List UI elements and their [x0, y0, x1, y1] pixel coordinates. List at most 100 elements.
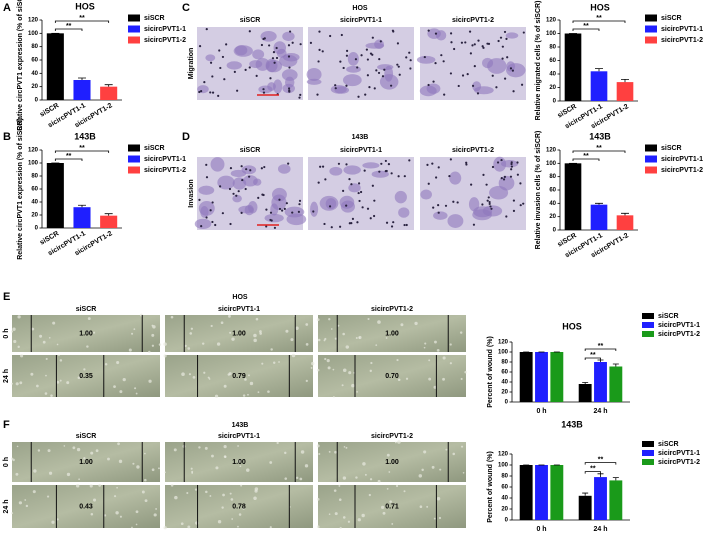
cell	[131, 526, 133, 529]
pore	[520, 83, 524, 86]
cell	[226, 61, 242, 70]
cell	[253, 496, 257, 501]
cell	[230, 169, 247, 178]
pore	[205, 28, 208, 31]
cell	[356, 390, 358, 393]
significance-label: **	[66, 153, 72, 160]
pore	[503, 77, 507, 80]
pore	[505, 37, 508, 41]
pore	[510, 161, 513, 164]
pore	[423, 55, 426, 59]
pore	[211, 220, 214, 224]
y-tick-label: 120	[28, 18, 39, 24]
row-label: 0 h	[3, 328, 10, 338]
pore	[198, 45, 202, 48]
cell	[339, 195, 355, 209]
bar	[578, 384, 592, 402]
cell	[435, 30, 447, 41]
cell	[151, 344, 155, 347]
legend-label: sicircPVT1-1	[658, 322, 700, 329]
pore	[397, 175, 400, 178]
cell	[442, 377, 445, 381]
cell	[163, 526, 167, 530]
error-bar	[597, 473, 604, 478]
pore	[328, 205, 332, 208]
column-label: siSCR	[76, 433, 97, 440]
cell	[75, 484, 80, 488]
pore	[229, 222, 232, 226]
pore	[477, 39, 480, 42]
row-label: 24 h	[3, 369, 10, 383]
cell	[347, 52, 359, 66]
pore	[437, 211, 440, 214]
pore	[391, 29, 395, 32]
wound-image	[165, 355, 313, 397]
wound-ratio: 1.00	[385, 330, 399, 337]
bar	[550, 352, 564, 402]
significance-label: **	[66, 23, 72, 30]
cell	[460, 445, 464, 448]
cell	[66, 472, 71, 477]
pore	[209, 209, 212, 212]
bar	[535, 352, 548, 402]
y-tick-label: 80	[31, 174, 38, 180]
pore	[203, 80, 206, 84]
pore	[396, 63, 399, 66]
cell	[333, 489, 337, 492]
y-tick-label: 60	[549, 58, 556, 64]
cell	[239, 465, 242, 468]
y-tick-label: 60	[31, 58, 38, 64]
cell	[343, 165, 361, 175]
cell	[237, 459, 241, 463]
y-tick-label: 40	[31, 71, 38, 77]
cell	[259, 330, 262, 333]
pore	[248, 175, 251, 178]
cell	[330, 328, 333, 330]
pore	[217, 94, 220, 97]
error-bar	[78, 77, 86, 80]
bar	[616, 82, 634, 101]
cell	[48, 471, 53, 475]
cell	[357, 518, 361, 522]
y-tick-label: 120	[498, 340, 509, 346]
cell	[362, 462, 366, 466]
pore	[396, 42, 400, 45]
cell	[374, 39, 384, 50]
cell	[358, 335, 362, 340]
pore	[501, 57, 504, 60]
cell	[37, 449, 41, 452]
y-tick-label: 40	[31, 200, 38, 206]
pore	[198, 198, 201, 201]
cell	[316, 444, 320, 448]
pore	[225, 43, 228, 46]
significance-label: **	[590, 352, 596, 359]
pore	[345, 204, 348, 207]
pore	[485, 183, 488, 186]
cell	[20, 354, 24, 358]
pore	[487, 196, 490, 199]
pore	[449, 158, 452, 161]
cell	[211, 454, 214, 458]
cell	[482, 205, 503, 217]
cell	[305, 379, 308, 383]
pore	[435, 176, 438, 179]
cell	[186, 492, 189, 495]
cell	[351, 383, 355, 388]
cell	[50, 394, 53, 397]
cell	[205, 490, 208, 494]
significance-bracket	[54, 20, 110, 23]
legend-label: sicircPVT1-2	[658, 331, 700, 338]
panel-label: F	[3, 419, 10, 431]
cell	[12, 327, 16, 331]
cell	[460, 377, 463, 380]
wound-ratio: 1.00	[232, 459, 246, 466]
significance-label: **	[598, 343, 604, 350]
pore	[317, 60, 320, 63]
cell	[310, 201, 319, 217]
cell	[449, 343, 452, 346]
cell	[238, 205, 254, 214]
y-tick-label: 40	[549, 201, 556, 207]
pore	[392, 221, 395, 224]
pore	[288, 66, 291, 69]
cell	[51, 520, 55, 524]
